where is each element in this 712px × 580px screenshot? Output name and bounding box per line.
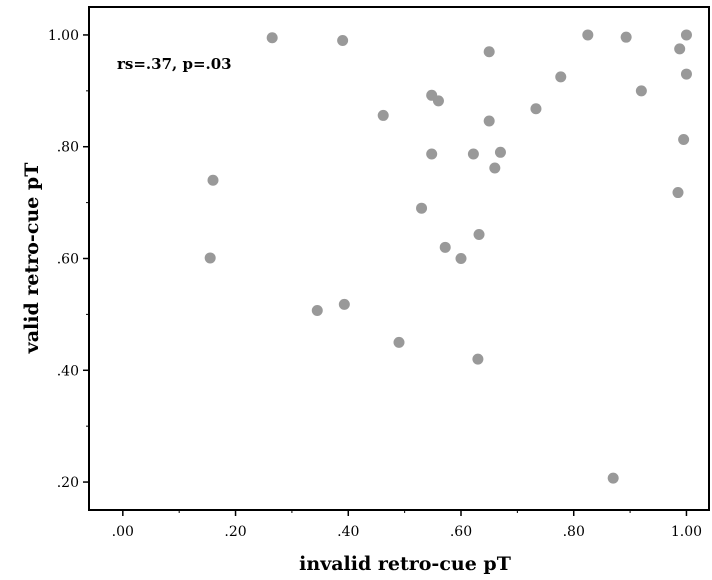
data-point	[207, 174, 219, 186]
x-tick-label: .20	[224, 524, 246, 540]
data-point	[672, 187, 684, 199]
data-point	[680, 68, 692, 80]
data-points	[204, 29, 692, 484]
data-point	[483, 46, 495, 58]
data-point	[338, 298, 350, 310]
data-point	[620, 31, 632, 43]
data-point	[555, 71, 567, 83]
data-point	[416, 202, 428, 214]
data-point	[674, 43, 686, 55]
x-tick-label: .80	[563, 524, 585, 540]
x-tick-label: .60	[450, 524, 472, 540]
data-point	[467, 148, 479, 160]
data-point	[582, 29, 594, 41]
data-point	[377, 109, 389, 121]
correlation-annotation: rs=.37, p=.03	[117, 55, 232, 73]
y-tick-label: 1.00	[48, 28, 79, 44]
y-tick-label: .60	[57, 252, 79, 268]
data-point	[455, 253, 467, 264]
x-tick-label: .40	[337, 524, 359, 540]
data-point	[311, 304, 323, 316]
data-point	[607, 472, 619, 484]
data-point	[204, 252, 216, 264]
x-tick-label: 1.00	[671, 524, 702, 540]
data-point	[680, 29, 692, 41]
data-point	[426, 148, 438, 160]
x-tick-label: .00	[112, 524, 134, 540]
data-point	[472, 353, 484, 365]
plot-frame	[88, 6, 710, 511]
data-point	[494, 146, 506, 158]
y-tick-label: .80	[57, 140, 79, 156]
y-tick-label: .40	[57, 363, 79, 379]
data-point	[530, 103, 542, 115]
data-point	[266, 32, 278, 44]
y-axis: .20 .40 .60 .80 1.00	[48, 28, 89, 491]
y-axis-title: valid retro-cue pT	[21, 163, 43, 355]
y-tick-label: .20	[57, 475, 79, 491]
data-point	[439, 241, 451, 253]
x-axis: .00 .20 .40 .60 .80 1.00	[112, 510, 702, 540]
x-axis-title: invalid retro-cue pT	[299, 553, 511, 575]
data-point	[635, 85, 647, 97]
data-point	[483, 115, 495, 127]
data-point	[337, 35, 349, 47]
data-point	[473, 228, 485, 240]
data-point	[489, 162, 501, 174]
data-point	[393, 336, 405, 348]
data-point	[432, 95, 444, 107]
data-point	[678, 133, 690, 145]
